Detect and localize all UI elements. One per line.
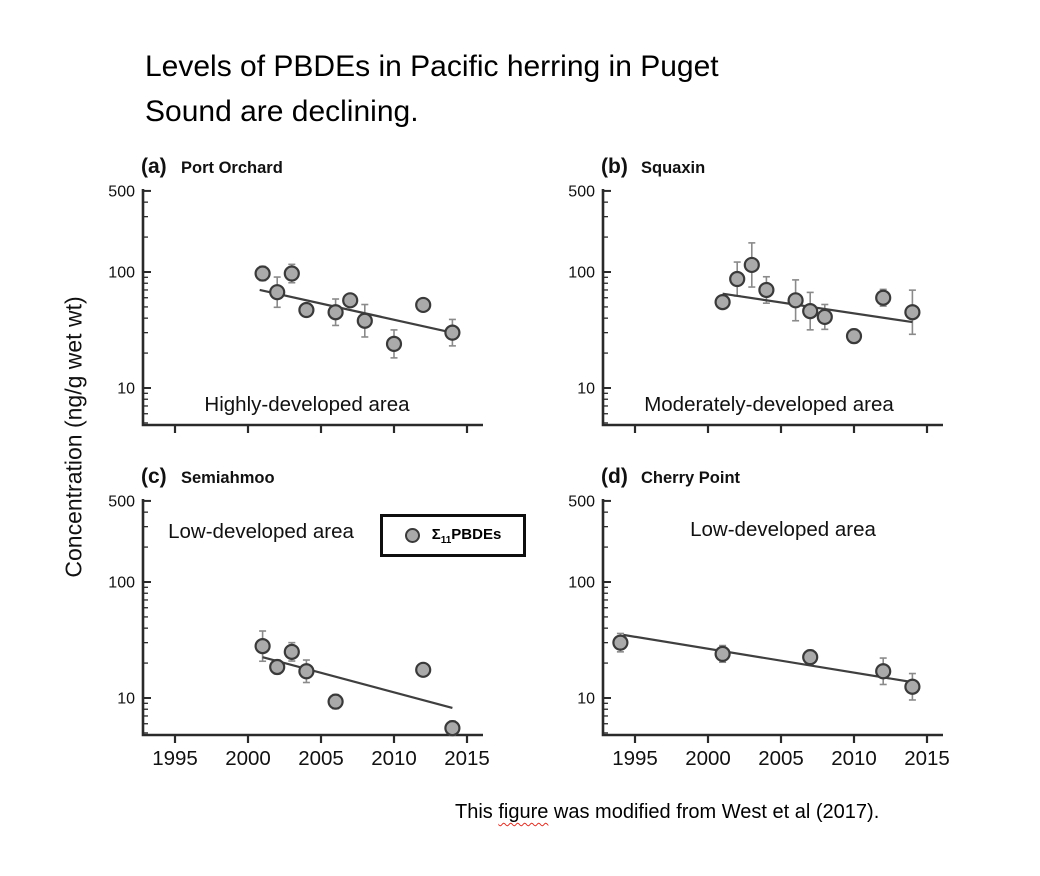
data-point [787,292,804,309]
x-tick-label: 1995 [152,747,198,770]
area-development-label: Low-developed area [690,518,876,541]
x-tick-label: 2005 [298,747,344,770]
data-point [254,638,271,655]
data-point [875,663,892,680]
data-point [327,304,344,321]
area-development-label: Low-developed area [168,520,354,543]
caption-text-pre: This [455,801,499,823]
data-point [612,634,629,651]
data-point [729,270,746,288]
x-tick-label: 2000 [225,747,271,770]
legend-sigma: Σ [431,525,441,543]
x-tick-label: 2000 [685,747,731,770]
data-point [415,296,432,314]
data-point [802,303,819,320]
data-point [816,308,833,326]
axes [141,189,483,427]
panel-name: Port Orchard [181,159,283,177]
y-tick-label: 500 [568,183,595,200]
data-point [904,678,921,695]
y-tick-label: 500 [568,493,595,510]
data-point [415,661,432,678]
panel-d-chart: 500 100 10 1995 2000 2005 2010 2015 (d) Cherry Po… [568,465,950,770]
y-tick-label: 500 [108,493,135,510]
panel-tag: (b) [601,155,628,178]
data-point [444,720,461,737]
area-development-label: Moderately-developed area [644,393,894,416]
data-point [714,645,731,662]
data-point [269,284,286,301]
slide-title-line2: Sound are declining. [145,95,419,128]
series-marker-icon [404,528,420,543]
data-point [283,265,300,282]
data-point [342,292,359,309]
x-tick-label: 2010 [831,747,877,770]
panel-name: Squaxin [641,159,705,177]
trend-line [262,656,453,710]
panel-tag: (d) [601,465,628,488]
caption-text-post: was modified from West et al (2017). [548,801,880,823]
x-tick-label: 2010 [371,747,417,770]
data-point [298,301,315,319]
figure-caption: This figure was modified from West et al… [455,801,879,824]
data-point [356,312,373,329]
y-tick-label: 10 [577,691,595,708]
data-point [845,328,863,345]
axes [601,189,943,427]
data-point [283,643,300,660]
panel-tag: (a) [141,155,167,178]
data-point [904,304,921,321]
y-tick-label: 100 [108,265,135,282]
x-tick-label: 1995 [612,747,658,770]
data-point [269,658,286,676]
data-point [327,693,344,710]
axes [601,499,943,737]
area-development-label: Highly-developed area [204,393,410,416]
panel-name: Cherry Point [641,469,741,487]
y-tick-label: 100 [108,575,135,592]
caption-word-spellcheck: figure [498,801,549,823]
data-point [875,289,892,306]
axes [141,499,483,737]
y-tick-label: 10 [117,381,135,398]
trend-line [259,288,453,334]
y-tick-label: 500 [108,183,135,200]
legend: Σ11PBDEs [380,514,526,557]
y-axis-label: Concentration (ng/g wet wt) [60,296,87,578]
x-tick-label: 2015 [904,747,950,770]
data-point [298,663,315,680]
slide-title-line1: Levels of PBDEs in Pacific herring in Pu… [145,50,719,83]
data-point [743,256,760,274]
panel-tag: (c) [141,465,167,488]
legend-series-name: PBDEs [451,525,502,543]
data-point [714,294,731,311]
panel-b-chart: 500 100 10 (b) Squaxin Moderately-developed a… [568,155,943,433]
panel-c-chart: 500 100 10 1995 2000 2005 2010 2015 (c) Semiahmoo… [108,465,490,770]
y-tick-label: 10 [577,381,595,398]
data-point [758,281,775,299]
data-point [385,335,403,352]
panel-a-chart: 500 100 10 (a) Port Orchard Highly-developed … [108,155,483,433]
trend-line [623,633,913,684]
legend-series-label: Σ11PBDEs [432,526,502,546]
legend-subscript: 11 [440,534,452,546]
panel-name: Semiahmoo [181,469,275,487]
y-tick-label: 100 [568,265,595,282]
slide-title: Levels of PBDEs in Pacific herring in Pu… [145,44,719,134]
x-tick-label: 2005 [758,747,804,770]
y-tick-label: 100 [568,575,595,592]
data-point [802,649,819,666]
data-point [254,265,271,282]
y-tick-label: 10 [117,691,135,708]
x-tick-label: 2015 [444,747,490,770]
data-point [444,324,461,341]
